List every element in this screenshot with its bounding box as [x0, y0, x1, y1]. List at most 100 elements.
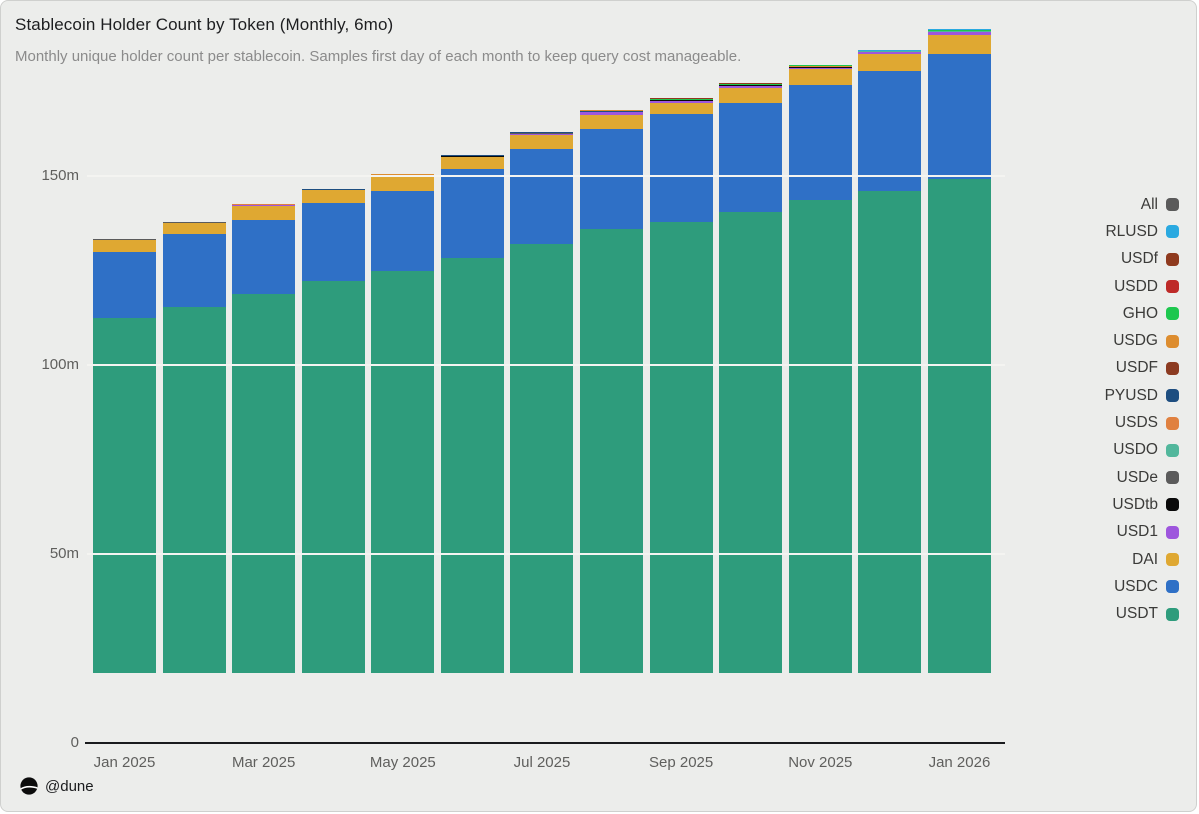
bar-apr-2025[interactable]: [301, 1, 365, 743]
legend-swatch-icon: [1166, 361, 1179, 375]
bar-segment-USDC: [510, 149, 574, 244]
legend-label: USDtb: [1112, 495, 1158, 513]
legend-label: USDf: [1120, 250, 1158, 268]
bar-jun-2025[interactable]: [440, 1, 504, 743]
bar-segment-USDT: [580, 228, 644, 673]
bar-segment-USD1: [719, 85, 783, 88]
legend-swatch-icon: [1166, 553, 1179, 566]
legend-item-rlusd[interactable]: RLUSD: [1105, 218, 1179, 245]
legend-item-usdd[interactable]: USDD: [1105, 273, 1179, 300]
bar-segment-USDC: [232, 219, 296, 294]
bar-segment-USDC: [301, 202, 365, 282]
legend-item-usdg[interactable]: USDG: [1105, 327, 1179, 354]
bar-segment-DAI: [510, 135, 574, 150]
legend-swatch-icon: [1166, 198, 1179, 212]
legend-swatch-icon: [1166, 498, 1179, 512]
legend-item-dai[interactable]: DAI: [1105, 546, 1179, 573]
legend-item-gho[interactable]: GHO: [1105, 300, 1179, 327]
bar-segment-DAI: [788, 69, 852, 86]
bar-segment-USDT: [162, 307, 226, 673]
bar-segment-USDC: [371, 191, 435, 271]
bar-segment-USDT: [371, 270, 435, 673]
bar-segment-USDC: [927, 53, 991, 179]
bar-segment-USDtb: [858, 51, 922, 53]
gridline-50m: [87, 553, 1005, 555]
legend-item-usdo[interactable]: USDO: [1105, 437, 1179, 464]
bar-segment-USDT: [649, 222, 713, 673]
bar-segment-USDT: [232, 293, 296, 673]
legend-label: USDS: [1114, 414, 1158, 432]
legend-swatch-icon: [1166, 416, 1179, 430]
bar-mar-2025[interactable]: [232, 1, 296, 743]
bar-dec-2025[interactable]: [858, 1, 922, 743]
x-axis-tick-label: Mar 2025: [231, 754, 296, 771]
legend-label: RLUSD: [1105, 222, 1158, 240]
chart-title: Stablecoin Holder Count by Token (Monthl…: [15, 15, 394, 34]
legend-label: PYUSD: [1104, 386, 1158, 404]
y-axis-tick-label: 150m: [41, 167, 79, 184]
bar-segment-USDT: [93, 318, 156, 673]
bar-segment-USDC: [440, 169, 504, 258]
bar-segment-USDT: [719, 211, 783, 673]
legend-swatch-icon: [1166, 389, 1179, 403]
legend-item-usds[interactable]: USDS: [1105, 409, 1179, 436]
bar-segment-USDtb: [927, 31, 991, 33]
chart-subtitle: Monthly unique holder count per stableco…: [15, 48, 742, 65]
y-axis-tick-label: 50m: [49, 545, 79, 562]
bar-segment-USDC: [580, 129, 644, 229]
bar-jan-2026[interactable]: [927, 1, 991, 743]
bar-segment-USD1: [510, 133, 574, 136]
bar-segment-USDT: [440, 257, 504, 673]
legend-item-pyusd[interactable]: PYUSD: [1105, 382, 1179, 409]
bar-segment-USDtb: [788, 66, 852, 68]
bar-segment-USDC: [162, 233, 226, 308]
legend-item-usdt[interactable]: USDT: [1105, 600, 1179, 627]
bar-aug-2025[interactable]: [580, 1, 644, 743]
footer-watermark: @dune: [20, 777, 94, 795]
bar-segment-USD1: [858, 52, 922, 55]
bar-segment-USD1: [580, 112, 644, 116]
legend-item-usdc[interactable]: USDC: [1105, 573, 1179, 600]
bar-segment-USDT: [788, 200, 852, 673]
bar-segment-USDT: [927, 178, 991, 673]
bar-may-2025[interactable]: [371, 1, 435, 743]
bar-segment-USD1: [927, 32, 991, 35]
legend-item-usdf[interactable]: USDF: [1105, 355, 1179, 382]
legend-label: USDG: [1113, 332, 1158, 350]
legend-item-usdf[interactable]: USDf: [1105, 246, 1179, 273]
bar-jan-2025[interactable]: [93, 1, 156, 743]
dune-handle: @dune: [45, 777, 94, 795]
x-axis-tick-label: Sep 2025: [649, 754, 714, 771]
bar-feb-2025[interactable]: [162, 1, 226, 743]
bar-segment-USDC: [649, 113, 713, 223]
legend-swatch-icon: [1166, 225, 1179, 239]
legend-swatch-icon: [1166, 280, 1179, 294]
legend-swatch-icon: [1166, 307, 1179, 321]
x-axis-tick-label: May 2025: [369, 754, 436, 771]
legend-item-usde[interactable]: USDe: [1105, 464, 1179, 491]
x-axis-tick-label: Nov 2025: [788, 754, 853, 771]
x-axis-tick-label: Jul 2025: [513, 754, 571, 771]
legend-item-usd1[interactable]: USD1: [1105, 519, 1179, 546]
legend-item-usdtb[interactable]: USDtb: [1105, 491, 1179, 518]
dune-logo-icon: [20, 777, 38, 795]
bar-segment-USD1: [788, 67, 852, 70]
bar-oct-2025[interactable]: [719, 1, 783, 743]
legend-label: USDF: [1115, 359, 1158, 377]
bar-sep-2025[interactable]: [649, 1, 713, 743]
bar-segment-DAI: [162, 222, 226, 234]
bar-segment-USDC: [858, 71, 922, 192]
bar-jul-2025[interactable]: [510, 1, 574, 743]
bar-segment-DAI: [371, 175, 435, 192]
y-axis-tick-label: 100m: [41, 356, 79, 373]
legend-label: GHO: [1122, 304, 1158, 322]
legend-label: USDC: [1114, 577, 1158, 595]
bar-segment-USDC: [719, 102, 783, 212]
gridline-100m: [87, 364, 1005, 366]
bar-nov-2025[interactable]: [788, 1, 852, 743]
bar-segment-DAI: [301, 189, 365, 203]
bar-segment-DAI: [440, 157, 504, 170]
legend-item-all[interactable]: All: [1105, 191, 1179, 218]
bar-segment-USDT: [301, 281, 365, 673]
x-axis-tick-label: Jan 2025: [93, 754, 156, 771]
